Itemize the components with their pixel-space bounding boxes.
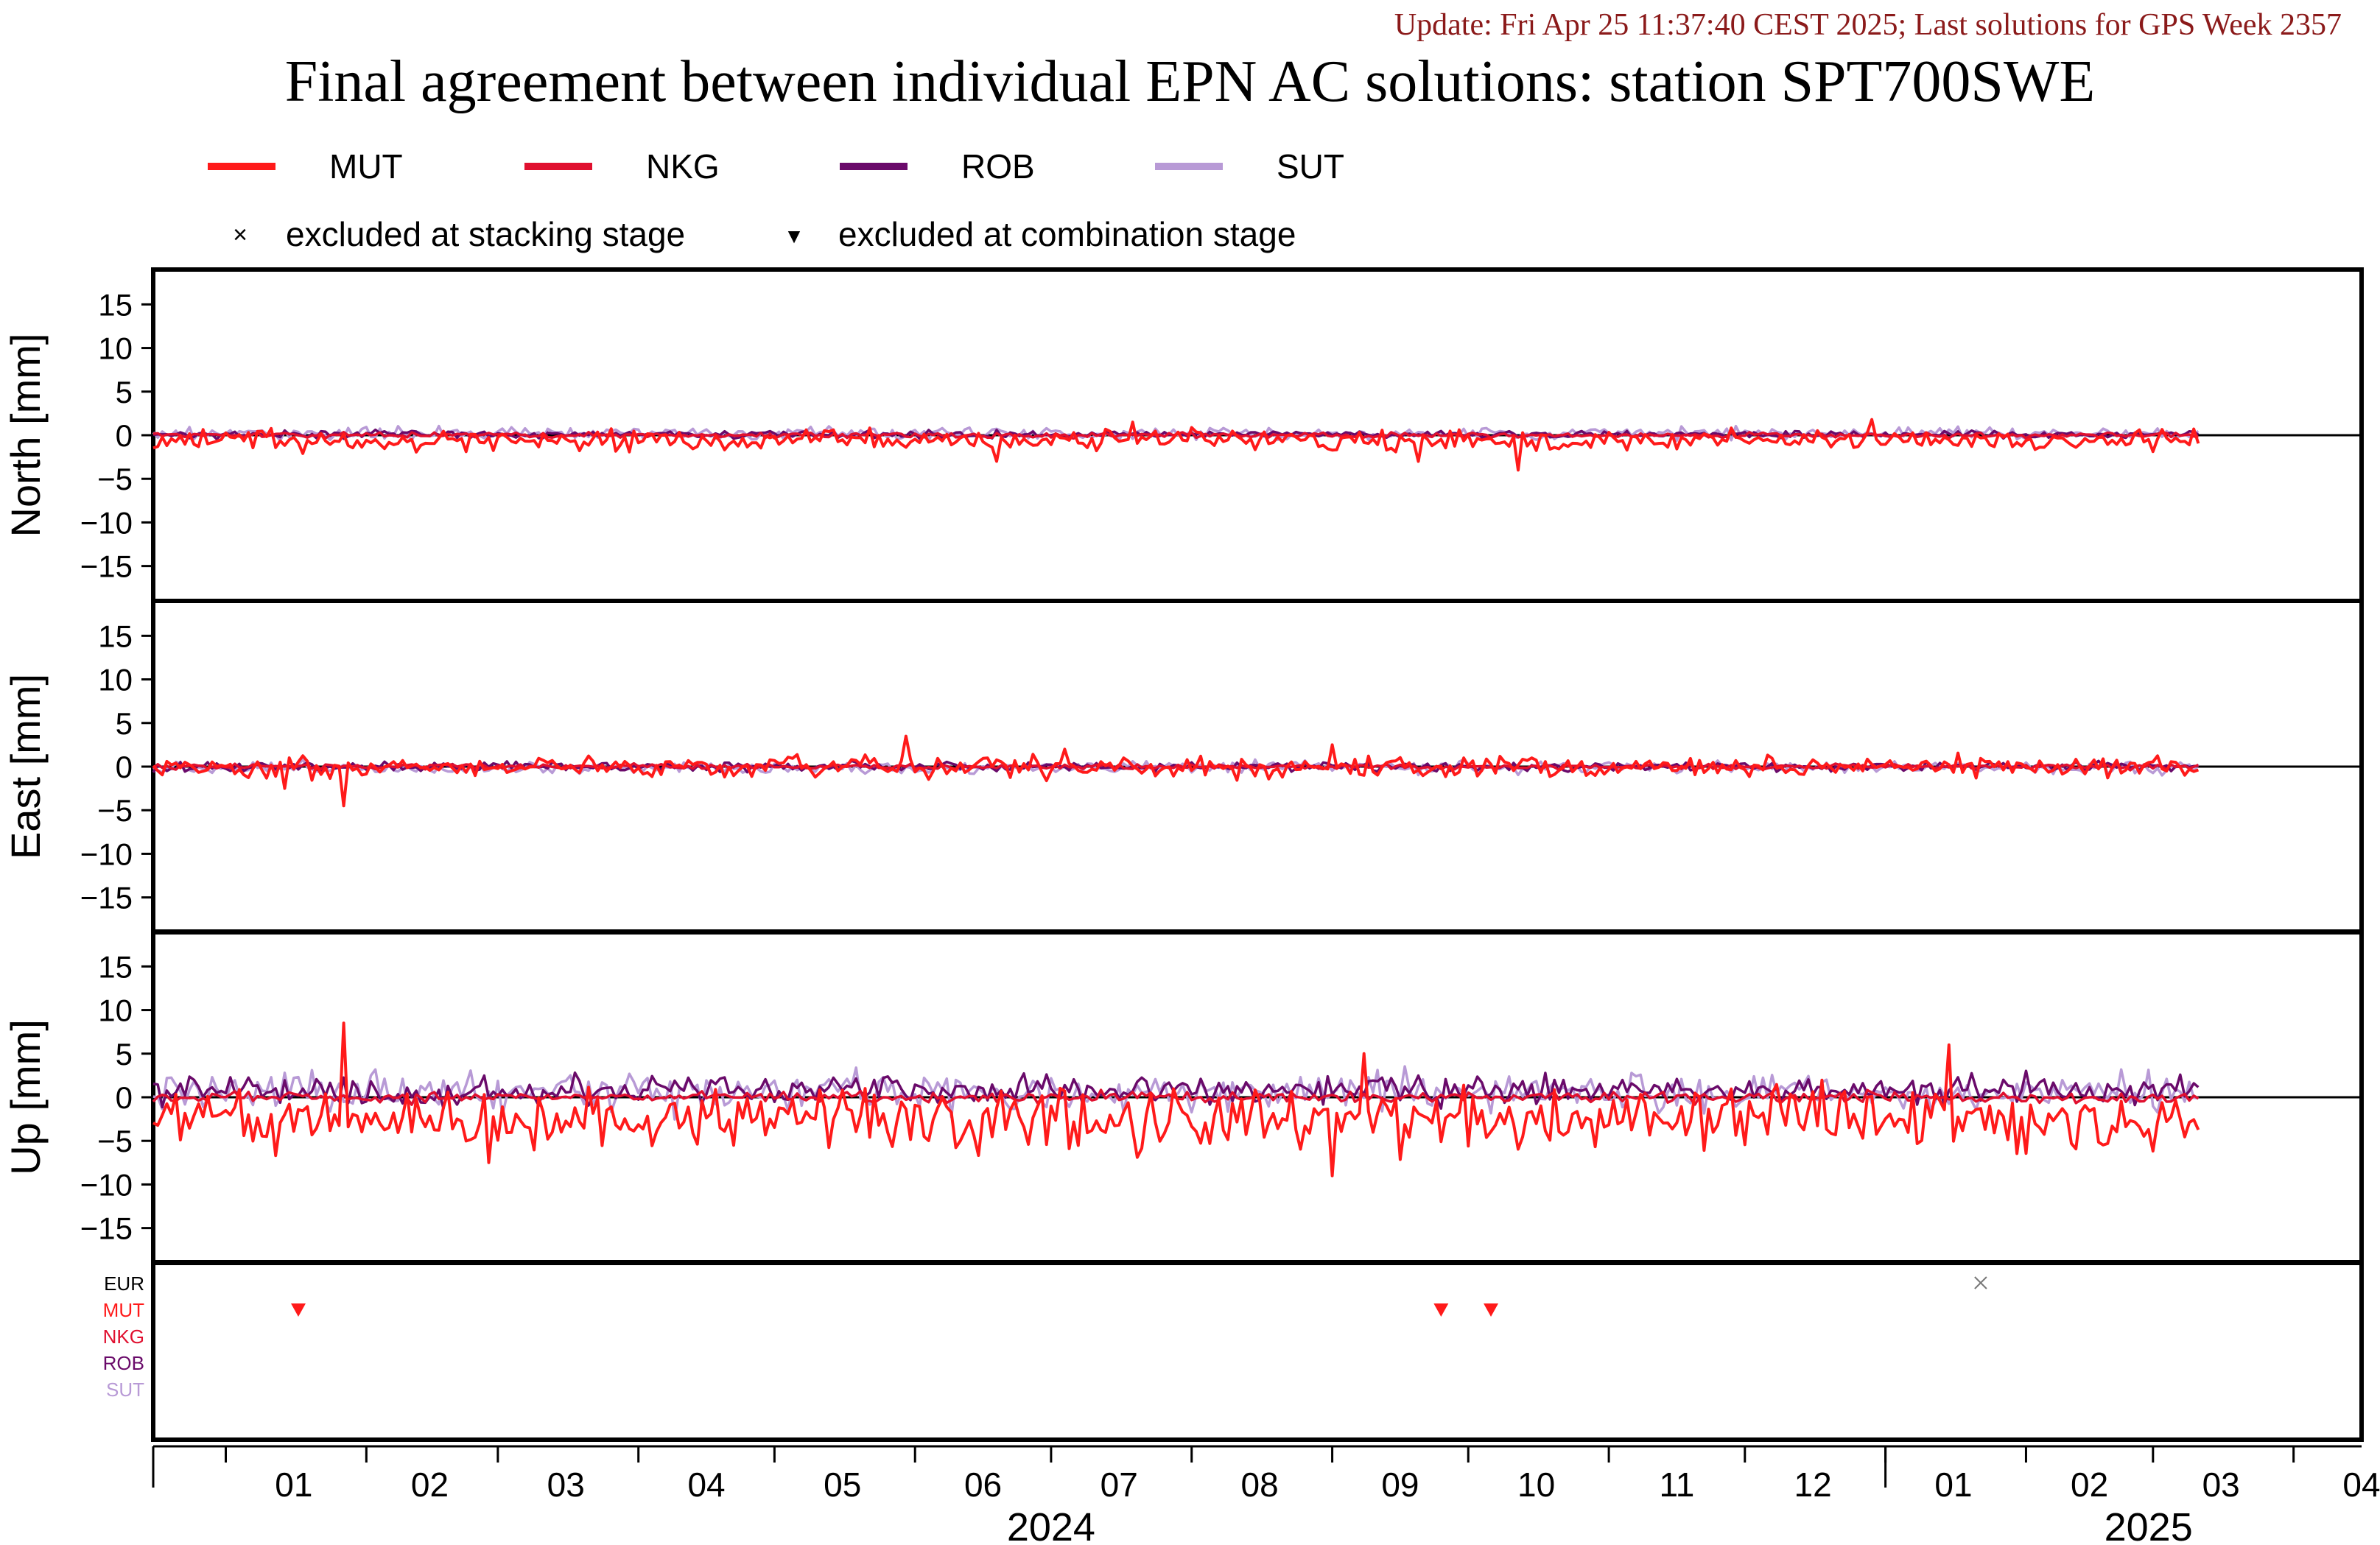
y-tick-label: 5 xyxy=(116,375,133,409)
y-tick-label: 15 xyxy=(98,949,133,984)
exclusion-row-label-nkg: NKG xyxy=(103,1326,144,1348)
y-tick-label: −5 xyxy=(97,1124,133,1158)
legend-label-mut: MUT xyxy=(329,147,403,186)
y-axis-label: Up [mm] xyxy=(2,1019,49,1175)
legend-label-rob: ROB xyxy=(961,147,1035,186)
exclusion-row-label-eur: EUR xyxy=(104,1273,144,1295)
panel-3: 15 10 5 0 −5 −10 −15 Up [mm] xyxy=(2,929,2364,1265)
month-label: 07 xyxy=(1101,1465,1138,1504)
y-tick-label: 15 xyxy=(98,619,133,653)
cross-stroke xyxy=(1974,1276,1987,1289)
year-label: 2024 xyxy=(1007,1505,1095,1545)
y-tick-label: −15 xyxy=(80,549,133,584)
legend-label-nkg: NKG xyxy=(646,147,720,186)
month-label: 01 xyxy=(1934,1465,1972,1504)
month-label: 10 xyxy=(1517,1465,1555,1504)
month-label: 11 xyxy=(1660,1465,1695,1504)
y-tick-label: 5 xyxy=(116,706,133,741)
month-label: 05 xyxy=(824,1465,861,1504)
month-label: 03 xyxy=(547,1465,585,1504)
panel-2: 15 10 5 0 −5 −10 −15 East [mm] xyxy=(2,599,2364,935)
legend: MUT NKG ROB SUT × excluded at stacking stage ▼… xyxy=(208,147,1344,253)
series-mut-line xyxy=(152,418,2200,472)
month-label: 08 xyxy=(1240,1465,1278,1504)
series-mut-line xyxy=(152,1021,2200,1178)
month-label: 03 xyxy=(2202,1465,2240,1504)
exclusion-frame xyxy=(151,1260,2364,1442)
exclusion-marker-2 xyxy=(1484,1303,1499,1317)
legend-marker-label-0: excluded at stacking stage xyxy=(286,215,685,253)
legend-label-sut: SUT xyxy=(1277,147,1344,186)
month-label: 02 xyxy=(411,1465,449,1504)
year-label: 2025 xyxy=(2105,1505,2193,1545)
y-tick-label: 5 xyxy=(116,1037,133,1071)
update-note: Update: Fri Apr 25 11:37:40 CEST 2025; L… xyxy=(1394,8,2342,42)
y-tick-label: −5 xyxy=(97,462,133,496)
y-axis-label: East [mm] xyxy=(2,674,49,859)
y-tick-label: 0 xyxy=(116,418,133,453)
chart-title: Final agreement between individual EPN A… xyxy=(284,49,2096,114)
legend-marker-label-1: excluded at combination stage xyxy=(838,215,1296,253)
plot-panels: 15 10 5 0 −5 −10 −15 North [mm] 15 10 5 0 −5 −10 −15 Ea… xyxy=(2,267,2364,1265)
month-label: 02 xyxy=(2071,1465,2108,1504)
y-tick-label: 15 xyxy=(98,287,133,322)
y-tick-label: −15 xyxy=(80,881,133,915)
series-mut-line xyxy=(152,734,2200,808)
exclusion-row-label-rob: ROB xyxy=(103,1352,144,1374)
exclusion-row-label-sut: SUT xyxy=(106,1379,144,1401)
y-tick-label: 10 xyxy=(98,663,133,697)
month-label: 09 xyxy=(1381,1465,1419,1504)
y-tick-label: −15 xyxy=(80,1211,133,1246)
exclusion-row-label-mut: MUT xyxy=(103,1299,144,1321)
exclusion-marker-0 xyxy=(290,1303,306,1317)
month-label: 01 xyxy=(275,1465,312,1504)
y-tick-label: 0 xyxy=(116,750,133,784)
y-tick-label: 10 xyxy=(98,993,133,1028)
y-tick-label: −10 xyxy=(80,1167,133,1202)
time-axis: 01 02 03 04 05 06 07 08 09 10 11 12 01 02 03 04 2024 2025 xyxy=(152,1445,2380,1545)
month-label: 04 xyxy=(2342,1465,2380,1504)
month-label: 06 xyxy=(964,1465,1002,1504)
exclusion-panel: EUR MUT NKG ROB SUT xyxy=(103,1260,2364,1442)
y-tick-label: −10 xyxy=(80,505,133,540)
series-rob-line xyxy=(152,1069,2200,1111)
legend-marker-symbol-0: × xyxy=(233,221,248,249)
y-tick-label: −10 xyxy=(80,837,133,871)
y-tick-label: 10 xyxy=(98,331,133,366)
y-tick-label: 0 xyxy=(116,1080,133,1115)
legend-marker-symbol-1: ▼ xyxy=(784,225,804,247)
panel-1: 15 10 5 0 −5 −10 −15 North [mm] xyxy=(2,267,2364,603)
month-label: 12 xyxy=(1794,1465,1832,1504)
exclusion-marker-1 xyxy=(1433,1303,1449,1317)
y-axis-label: North [mm] xyxy=(2,334,49,538)
month-label: 04 xyxy=(687,1465,725,1504)
y-tick-label: −5 xyxy=(97,793,133,828)
exclusion-marker-3 xyxy=(1974,1276,1987,1289)
